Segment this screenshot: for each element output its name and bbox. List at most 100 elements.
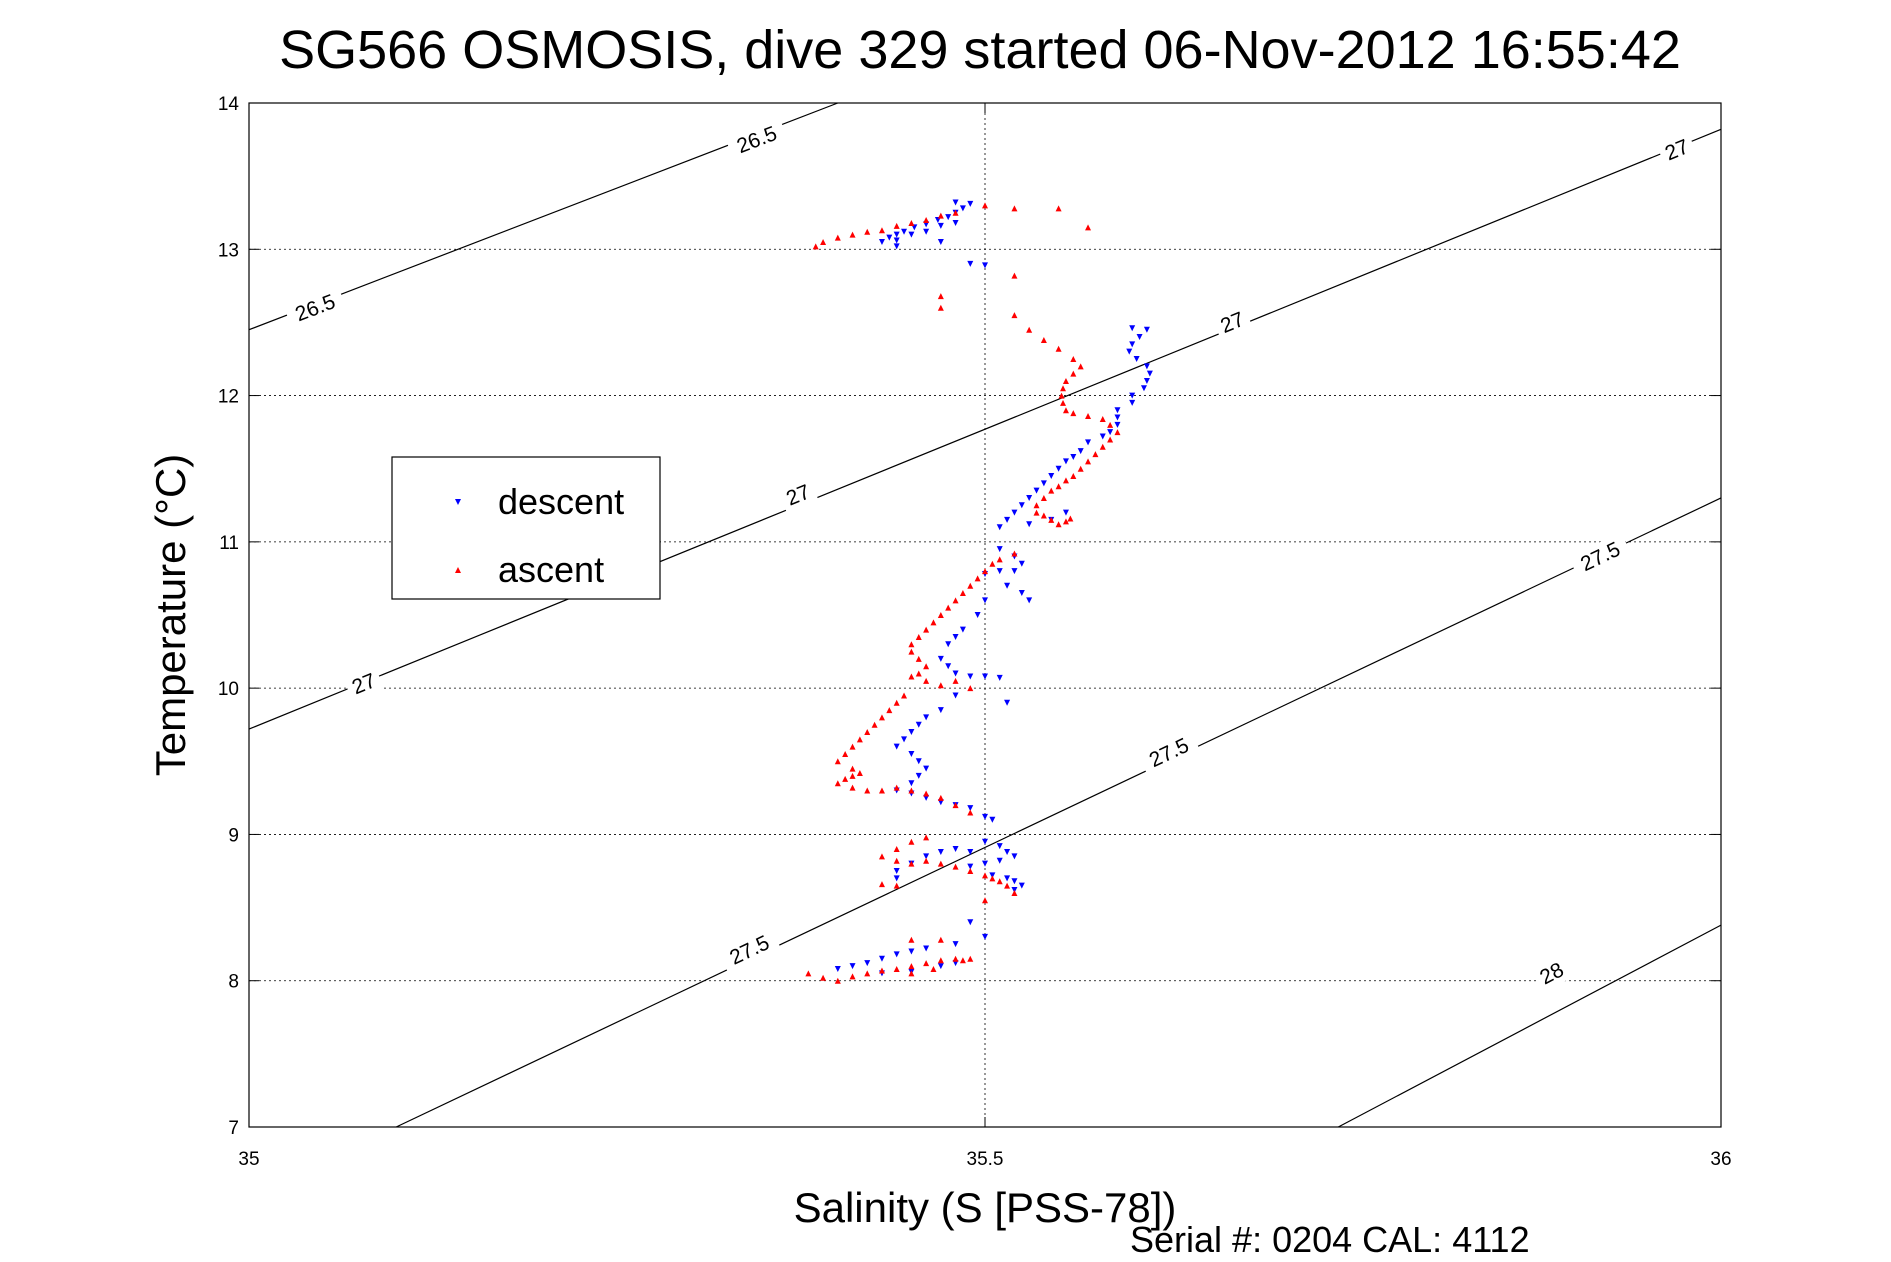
contour-label-bg bbox=[283, 285, 347, 331]
ascent-point bbox=[878, 853, 885, 860]
ascent-point bbox=[1058, 392, 1065, 399]
ascent-point bbox=[1085, 413, 1092, 420]
ascent-point bbox=[1060, 385, 1067, 392]
descent-point bbox=[937, 963, 944, 970]
descent-point bbox=[908, 948, 915, 955]
descent-point bbox=[945, 663, 952, 670]
descent-point bbox=[893, 743, 900, 750]
ascent-point bbox=[1062, 518, 1069, 525]
ascent-point bbox=[893, 857, 900, 864]
ascent-point bbox=[923, 217, 930, 224]
contour-label-bg bbox=[343, 665, 385, 703]
ascent-point bbox=[908, 963, 915, 970]
descent-point bbox=[1126, 348, 1133, 355]
descent-point bbox=[1099, 433, 1106, 440]
ascent-point bbox=[856, 736, 863, 743]
ascent-point bbox=[1004, 882, 1011, 889]
descent-point bbox=[1062, 458, 1069, 465]
y-tick-label: 14 bbox=[218, 94, 240, 115]
descent-point bbox=[1011, 568, 1018, 575]
ascent-point bbox=[915, 655, 922, 662]
descent-point bbox=[996, 524, 1003, 531]
descent-point bbox=[923, 853, 930, 860]
ascent-point bbox=[952, 863, 959, 870]
descent-point bbox=[996, 568, 1003, 575]
descent-point bbox=[878, 955, 885, 962]
ascent-point bbox=[923, 834, 930, 841]
isopycnal-27 bbox=[248, 128, 1722, 730]
contour-label-bg bbox=[1656, 131, 1698, 169]
ascent-point bbox=[923, 790, 930, 797]
descent-point bbox=[1011, 509, 1018, 516]
isopycnal-28 bbox=[1338, 924, 1722, 1128]
y-tick-label: 13 bbox=[218, 240, 239, 261]
ascent-point bbox=[834, 780, 841, 787]
ascent-point bbox=[878, 967, 885, 974]
descent-point bbox=[1129, 399, 1136, 406]
ascent-point bbox=[1077, 465, 1084, 472]
descent-point bbox=[915, 758, 922, 765]
descent-point bbox=[878, 238, 885, 245]
descent-point bbox=[923, 228, 930, 235]
descent-point bbox=[1146, 370, 1153, 377]
ascent-point bbox=[1011, 550, 1018, 557]
descent-point bbox=[945, 214, 952, 221]
descent-point bbox=[1004, 848, 1011, 855]
ascent-point bbox=[908, 936, 915, 943]
ascent-point bbox=[982, 897, 988, 904]
descent-point bbox=[893, 875, 900, 882]
descent-point bbox=[989, 816, 996, 823]
ascent-point bbox=[1055, 205, 1062, 212]
ascent-point bbox=[842, 775, 849, 782]
descent-point bbox=[1018, 502, 1025, 509]
ascent-point bbox=[856, 769, 863, 776]
ascent-point bbox=[937, 957, 944, 964]
ascent-point bbox=[915, 633, 922, 640]
grid bbox=[249, 103, 1721, 1127]
ascent-point bbox=[996, 556, 1003, 563]
ascent-point bbox=[1085, 458, 1092, 465]
descent-point bbox=[1085, 439, 1092, 446]
descent-point bbox=[996, 843, 1003, 850]
ascent-point bbox=[893, 699, 900, 706]
ascent-point bbox=[937, 304, 944, 311]
ascent-point bbox=[982, 568, 988, 575]
ascent-point bbox=[864, 970, 871, 977]
ascent-point bbox=[1033, 509, 1040, 516]
ascent-point bbox=[1107, 421, 1114, 428]
ascent-point bbox=[908, 970, 915, 977]
ascent-point bbox=[901, 692, 908, 699]
ascent-point bbox=[1077, 363, 1084, 370]
descent-point bbox=[923, 765, 930, 772]
descent-point bbox=[1018, 882, 1025, 889]
ascent-point bbox=[1040, 494, 1047, 501]
ascent-point bbox=[1011, 205, 1018, 212]
descent-point bbox=[1143, 363, 1150, 370]
descent-point bbox=[996, 857, 1003, 864]
descent-point bbox=[1048, 473, 1055, 480]
descent-point bbox=[1055, 465, 1062, 472]
x-tick-label: 36 bbox=[1710, 1149, 1731, 1170]
descent-point bbox=[908, 231, 915, 238]
ascent-point bbox=[982, 202, 988, 209]
ascent-point bbox=[930, 966, 937, 973]
ascent-point bbox=[893, 784, 900, 791]
ascent-point bbox=[805, 970, 812, 977]
y-tick-label: 7 bbox=[228, 1118, 239, 1139]
ascent-point bbox=[945, 604, 952, 611]
descent-point bbox=[1143, 326, 1150, 333]
footer-serial: Serial #: 0204 CAL: 4112 bbox=[1130, 1219, 1530, 1260]
ascent-point bbox=[923, 663, 930, 670]
contour-label-bg bbox=[1137, 728, 1201, 777]
descent-point bbox=[1133, 356, 1140, 362]
ascent-point bbox=[937, 293, 944, 300]
ascent-point bbox=[1062, 477, 1069, 484]
descent-point bbox=[1004, 875, 1011, 882]
ascent-point bbox=[959, 590, 966, 597]
y-tick-label: 10 bbox=[218, 679, 239, 700]
contour-label-bg bbox=[717, 925, 782, 975]
ascent-point bbox=[849, 743, 856, 750]
descent-point bbox=[915, 772, 922, 779]
ascent-point bbox=[864, 787, 871, 794]
descent-point bbox=[952, 692, 959, 699]
